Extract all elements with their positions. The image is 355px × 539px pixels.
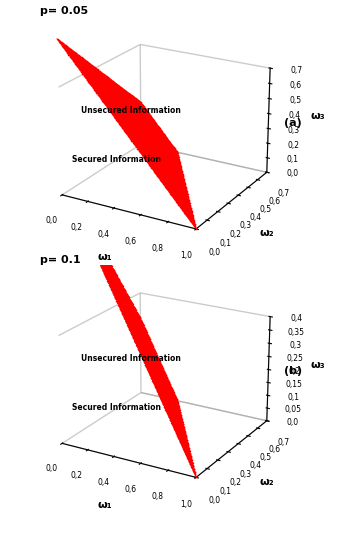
Text: (a): (a) bbox=[284, 118, 302, 128]
Text: (b): (b) bbox=[284, 366, 302, 376]
Y-axis label: ω₂: ω₂ bbox=[260, 477, 274, 487]
X-axis label: ω₁: ω₁ bbox=[98, 252, 112, 262]
Text: p= 0.05: p= 0.05 bbox=[40, 6, 88, 16]
Text: p= 0.1: p= 0.1 bbox=[40, 254, 81, 265]
Y-axis label: ω₂: ω₂ bbox=[260, 229, 274, 238]
X-axis label: ω₁: ω₁ bbox=[98, 500, 112, 510]
